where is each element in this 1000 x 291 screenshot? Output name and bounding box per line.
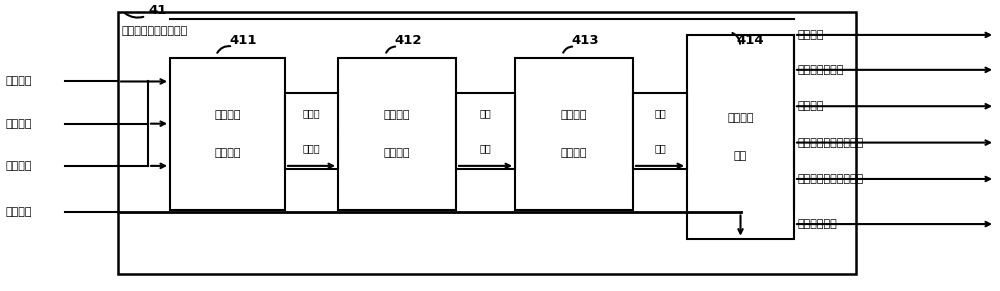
Text: 交流电流: 交流电流 <box>5 119 32 129</box>
FancyBboxPatch shape <box>338 58 456 210</box>
Text: 电池电压: 电池电压 <box>5 161 32 171</box>
Text: 电网: 电网 <box>654 109 666 118</box>
Text: 411: 411 <box>229 33 257 47</box>
Text: 接状态: 接状态 <box>303 143 320 153</box>
Text: 识别模块: 识别模块 <box>214 148 241 158</box>
Text: 信号运算: 信号运算 <box>727 113 754 123</box>
Text: 电网电压、电流有效值: 电网电压、电流有效值 <box>798 174 864 184</box>
Text: 电网智能: 电网智能 <box>561 110 587 120</box>
Text: 413: 413 <box>571 33 599 47</box>
Text: 模块: 模块 <box>734 151 747 161</box>
Text: 电网: 电网 <box>480 109 491 118</box>
Text: 电池纹波: 电池纹波 <box>798 101 824 111</box>
Text: 锁相模块: 锁相模块 <box>561 148 587 158</box>
Text: 类型: 类型 <box>480 143 491 153</box>
FancyBboxPatch shape <box>687 35 794 239</box>
Text: 41: 41 <box>148 4 166 17</box>
FancyBboxPatch shape <box>456 93 515 169</box>
FancyBboxPatch shape <box>633 93 687 169</box>
Text: 电源转换效率: 电源转换效率 <box>798 219 838 229</box>
FancyBboxPatch shape <box>170 58 285 210</box>
Text: 电网类型: 电网类型 <box>384 110 410 120</box>
FancyBboxPatch shape <box>515 58 633 210</box>
Text: 频率: 频率 <box>654 143 666 153</box>
FancyBboxPatch shape <box>118 12 856 274</box>
Text: 电池电压、电流平均值: 电池电压、电流平均值 <box>798 138 864 148</box>
Text: 414: 414 <box>736 33 764 47</box>
Text: 412: 412 <box>394 33 422 47</box>
Text: 电网类型: 电网类型 <box>798 30 824 40</box>
Text: 识别模块: 识别模块 <box>384 148 410 158</box>
Text: 高兼容性信号处理模块: 高兼容性信号处理模块 <box>122 26 188 36</box>
FancyBboxPatch shape <box>285 93 338 169</box>
Text: 电池电流: 电池电流 <box>5 207 32 217</box>
Text: 电网连接: 电网连接 <box>214 110 241 120</box>
Text: 交流电压: 交流电压 <box>5 77 32 86</box>
Text: 电网连: 电网连 <box>303 109 320 118</box>
Text: 电网频率、相位: 电网频率、相位 <box>798 65 844 75</box>
